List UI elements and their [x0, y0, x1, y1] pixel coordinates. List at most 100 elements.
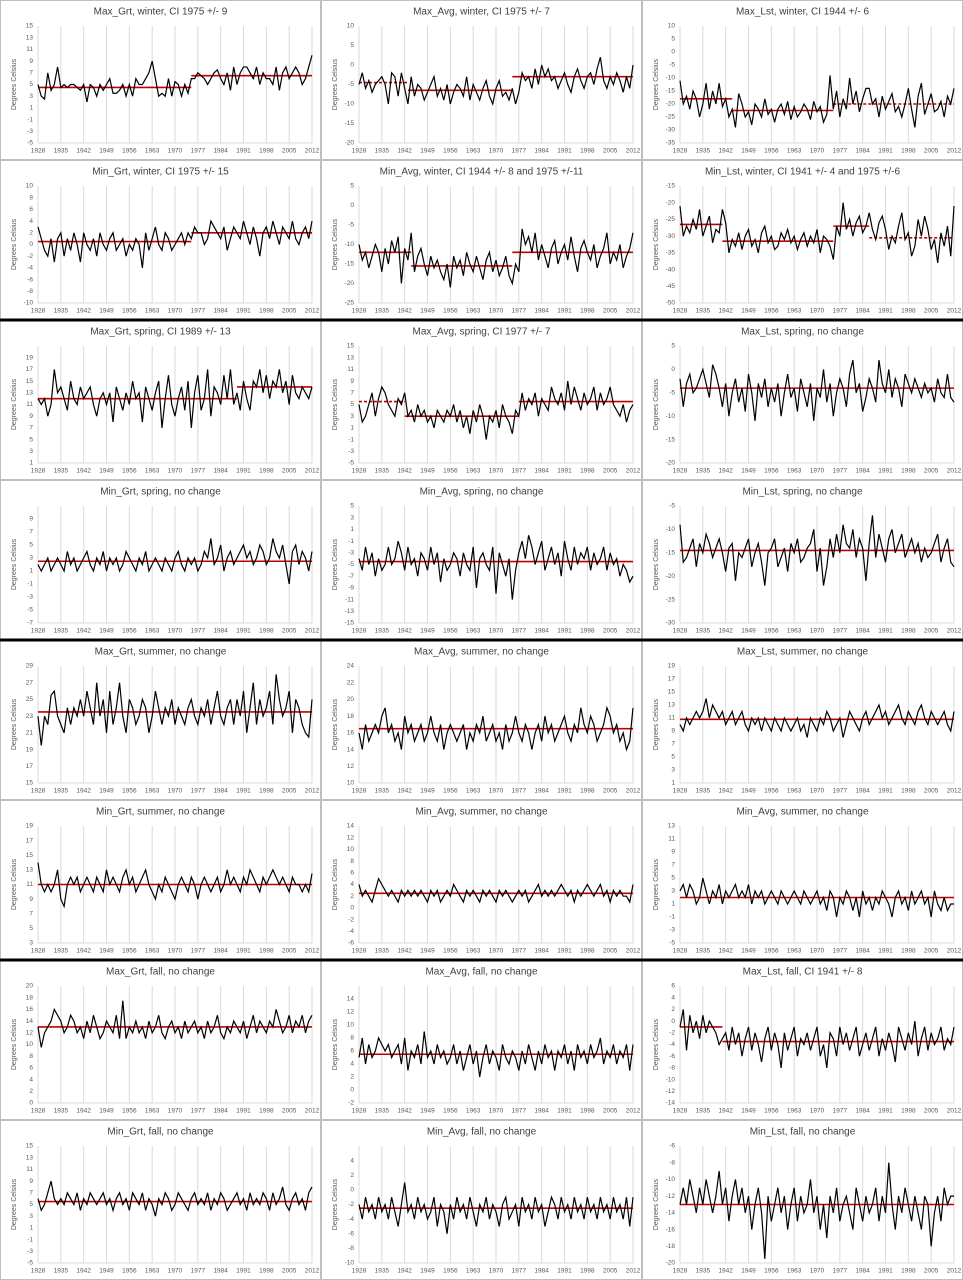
x-tick-label: 1984 [855, 148, 870, 155]
x-tick-label: 1984 [213, 148, 228, 155]
x-tick-label: 1970 [489, 148, 504, 155]
panel-frame [321, 640, 642, 800]
x-tick-label: 1984 [213, 308, 228, 315]
y-axis-label: Degrees Celsius [11, 538, 18, 590]
x-tick-label: 1949 [420, 468, 435, 475]
y-tick-label: 11 [26, 1166, 33, 1173]
x-tick-label: 1970 [168, 628, 183, 635]
x-tick-label: 1956 [443, 1268, 458, 1275]
x-tick-label: 2012 [305, 148, 320, 155]
x-tick-label: 1935 [54, 1108, 69, 1115]
panel-frame [642, 800, 963, 960]
y-tick-label: -1 [27, 1236, 33, 1243]
x-tick-label: 2012 [626, 628, 641, 635]
x-tick-label: 1949 [99, 148, 114, 155]
y-tick-label: 15 [347, 343, 355, 350]
x-tick-label: 1956 [764, 1108, 779, 1115]
y-tick-label: 6 [29, 1065, 33, 1072]
y-tick-label: -6 [27, 276, 33, 283]
x-tick-label: 2012 [947, 948, 962, 955]
chart-panel: Min_Grt, winter, CI 1975 +/- 15 Degrees C… [0, 160, 321, 320]
x-tick-label: 2012 [947, 788, 962, 795]
x-tick-label: 2005 [282, 948, 297, 955]
y-tick-label: -8 [27, 288, 33, 295]
x-tick-label: 1977 [512, 468, 527, 475]
x-tick-label: 1963 [145, 1268, 160, 1275]
x-tick-label: 1956 [764, 148, 779, 155]
x-tick-label: 1942 [718, 628, 733, 635]
x-tick-label: 1984 [534, 308, 549, 315]
y-axis-label: Degrees Celsius [11, 858, 18, 910]
x-tick-label: 2005 [282, 1268, 297, 1275]
panel-frame [321, 960, 642, 1120]
y-tick-label: 3 [671, 767, 675, 774]
panel-frame [0, 160, 321, 320]
y-tick-label: -1 [348, 436, 354, 443]
x-tick-label: 1928 [352, 308, 367, 315]
panel-frame [642, 160, 963, 320]
y-axis-label: Degrees Celsius [653, 1018, 660, 1070]
y-tick-label: 2 [350, 893, 354, 900]
x-tick-label: 1991 [236, 1108, 251, 1115]
x-tick-label: 2005 [282, 148, 297, 155]
y-tick-label: 20 [347, 696, 355, 703]
x-tick-label: 1963 [466, 468, 481, 475]
y-tick-label: -20 [666, 573, 676, 580]
y-tick-label: 7 [29, 1190, 33, 1197]
y-tick-label: 5 [671, 36, 675, 43]
x-tick-label: 1998 [259, 148, 274, 155]
y-tick-label: 29 [26, 663, 34, 670]
x-tick-label: 1949 [99, 308, 114, 315]
x-tick-label: 1928 [352, 468, 367, 475]
x-tick-label: 1977 [512, 148, 527, 155]
x-tick-label: 1977 [833, 628, 848, 635]
y-tick-label: -10 [24, 300, 34, 307]
y-tick-label: 6 [671, 983, 675, 990]
x-tick-label: 1970 [489, 1268, 504, 1275]
x-tick-label: 1935 [54, 788, 69, 795]
x-tick-label: 1991 [557, 1268, 572, 1275]
y-tick-label: 13 [668, 823, 676, 830]
chart-title: Max_Grt, spring, CI 1989 +/- 13 [90, 327, 231, 338]
x-tick-label: 1928 [352, 1268, 367, 1275]
x-tick-label: 1928 [673, 628, 688, 635]
x-tick-label: 1977 [191, 1108, 206, 1115]
y-tick-label: -10 [666, 1076, 676, 1083]
x-tick-label: 1970 [810, 948, 825, 955]
x-tick-label: 1928 [31, 1108, 46, 1115]
y-tick-label: -5 [669, 503, 675, 510]
y-tick-label: 11 [668, 836, 675, 843]
x-tick-label: 1977 [512, 788, 527, 795]
x-tick-label: 1991 [236, 628, 251, 635]
x-tick-label: 2005 [924, 468, 939, 475]
data-line [679, 75, 955, 128]
y-tick-label: -9 [348, 585, 354, 592]
y-tick-label: 18 [347, 713, 355, 720]
y-tick-label: -7 [348, 573, 354, 580]
x-tick-label: 1977 [191, 948, 206, 955]
x-tick-label: 1970 [810, 1268, 825, 1275]
panel-frame [321, 480, 642, 640]
y-tick-label: -4 [27, 265, 33, 272]
x-tick-label: 2005 [282, 308, 297, 315]
x-tick-label: 2005 [603, 788, 618, 795]
y-tick-label: 11 [668, 715, 675, 722]
x-tick-label: 2012 [626, 788, 641, 795]
x-tick-label: 1928 [31, 468, 46, 475]
x-tick-label: 1970 [810, 308, 825, 315]
x-tick-label: 1991 [878, 148, 893, 155]
x-tick-label: 1935 [696, 1268, 711, 1275]
y-axis-label: Degrees Celsius [11, 1018, 18, 1070]
chart-panel: Max_Lst, fall, CI 1941 +/- 8 Degrees Cels… [642, 960, 963, 1120]
y-tick-label: 9 [350, 378, 354, 385]
y-tick-label: 6 [29, 206, 33, 213]
x-tick-label: 1935 [54, 308, 69, 315]
x-tick-label: 1984 [855, 628, 870, 635]
x-tick-label: 1928 [673, 788, 688, 795]
x-tick-label: 2012 [626, 1108, 641, 1115]
x-tick-label: 2012 [947, 468, 962, 475]
y-tick-label: 13 [26, 1154, 34, 1161]
y-axis-label: Degrees Celsius [653, 378, 660, 430]
x-tick-label: 1984 [534, 148, 549, 155]
x-tick-label: 1977 [512, 308, 527, 315]
